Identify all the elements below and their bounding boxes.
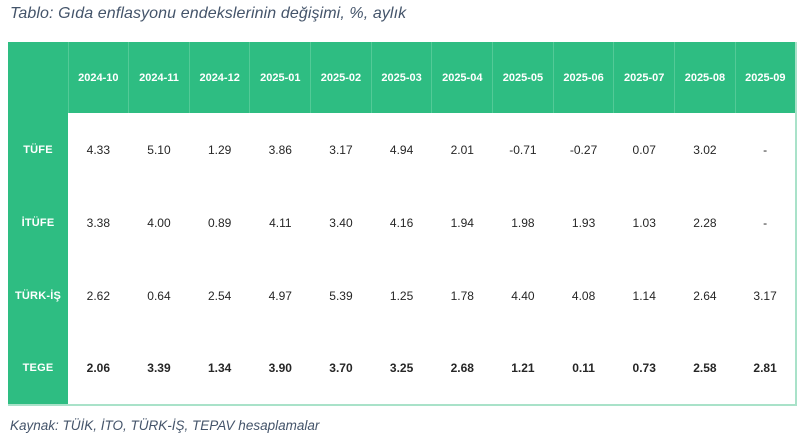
value-cell: 3.02	[674, 113, 736, 186]
row-label: TÜFE	[8, 113, 68, 186]
table-title: Tablo: Gıda enflasyonu endekslerinin değ…	[10, 5, 407, 22]
value-cell: 4.11	[249, 186, 311, 259]
value-cell: 2.58	[674, 332, 736, 405]
column-header: 2025-08	[674, 42, 736, 113]
value-cell: 2.81	[735, 332, 796, 405]
value-cell: 2.28	[674, 186, 736, 259]
value-cell: 3.40	[310, 186, 372, 259]
column-header: 2025-02	[310, 42, 372, 113]
corner-cell	[8, 42, 68, 113]
value-cell: 4.94	[371, 113, 432, 186]
column-header: 2025-07	[613, 42, 675, 113]
value-cell: -0.71	[492, 113, 554, 186]
value-cell: 0.64	[128, 259, 190, 332]
value-cell: 4.33	[68, 113, 129, 186]
value-cell: 4.08	[553, 259, 614, 332]
value-cell: 4.40	[492, 259, 554, 332]
column-header: 2024-12	[188, 42, 250, 113]
value-cell: 2.01	[431, 113, 493, 186]
value-cell: 3.25	[371, 332, 432, 405]
value-cell: 1.29	[189, 113, 250, 186]
value-cell: 3.17	[735, 259, 796, 332]
value-cell: 1.93	[553, 186, 614, 259]
value-cell: 5.10	[128, 113, 190, 186]
value-cell: 2.62	[68, 259, 129, 332]
value-cell: 2.54	[189, 259, 250, 332]
column-header: 2025-09	[734, 42, 796, 113]
value-cell: -0.27	[553, 113, 614, 186]
column-header: 2025-03	[370, 42, 432, 113]
value-cell: 3.70	[310, 332, 372, 405]
value-cell: 1.25	[371, 259, 432, 332]
value-cell: 4.16	[371, 186, 432, 259]
column-header: 2025-04	[431, 42, 493, 113]
value-cell: -	[735, 186, 796, 259]
value-cell: 2.64	[674, 259, 736, 332]
food-inflation-table: 2024-10 2024-11 2024-12 2025-01 2025-02 2025-…	[8, 42, 797, 406]
column-header: 2025-01	[249, 42, 311, 113]
column-header: 2025-06	[552, 42, 614, 113]
value-cell: 3.39	[128, 332, 190, 405]
column-header: 2025-05	[492, 42, 554, 113]
value-cell: 1.14	[613, 259, 675, 332]
value-cell: 3.90	[249, 332, 311, 405]
value-cell: 4.00	[128, 186, 190, 259]
value-cell: 0.11	[553, 332, 614, 405]
value-cell: -	[735, 113, 796, 186]
value-cell: 4.97	[249, 259, 311, 332]
table-row: TÜFE 4.33 5.10 1.29 3.86 3.17 4.94 2.01 -0.71 -0.…	[8, 113, 796, 186]
value-cell: 0.89	[189, 186, 250, 259]
table-row: TEGE 2.06 3.39 1.34 3.90 3.70 3.25 2.68 1.21 0.11…	[8, 332, 796, 405]
table-container: 2024-10 2024-11 2024-12 2025-01 2025-02 2025-…	[8, 42, 797, 406]
value-cell: 1.78	[431, 259, 493, 332]
table-row: İTÜFE 3.38 4.00 0.89 4.11 3.40 4.16 1.94 1.98 1.9…	[8, 186, 796, 259]
value-cell: 2.68	[431, 332, 493, 405]
value-cell: 1.21	[492, 332, 554, 405]
row-label: TEGE	[8, 332, 68, 405]
value-cell: 1.94	[431, 186, 493, 259]
value-cell: 3.86	[249, 113, 311, 186]
header-row: 2024-10 2024-11 2024-12 2025-01 2025-02 2025-…	[8, 42, 796, 113]
value-cell: 0.07	[613, 113, 675, 186]
table-row: TÜRK-İŞ 2.62 0.64 2.54 4.97 5.39 1.25 1.78 4.40 4…	[8, 259, 796, 332]
value-cell: 2.06	[68, 332, 129, 405]
source-note: Kaynak: TÜİK, İTO, TÜRK-İŞ, TEPAV hesapl…	[10, 418, 320, 433]
column-header: 2024-11	[128, 42, 190, 113]
value-cell: 1.98	[492, 186, 554, 259]
row-label: TÜRK-İŞ	[8, 259, 68, 332]
value-cell: 3.38	[68, 186, 129, 259]
value-cell: 1.03	[613, 186, 675, 259]
value-cell: 5.39	[310, 259, 372, 332]
value-cell: 1.34	[189, 332, 250, 405]
column-header: 2024-10	[67, 42, 129, 113]
row-label: İTÜFE	[8, 186, 68, 259]
value-cell: 0.73	[613, 332, 675, 405]
value-cell: 3.17	[310, 113, 372, 186]
